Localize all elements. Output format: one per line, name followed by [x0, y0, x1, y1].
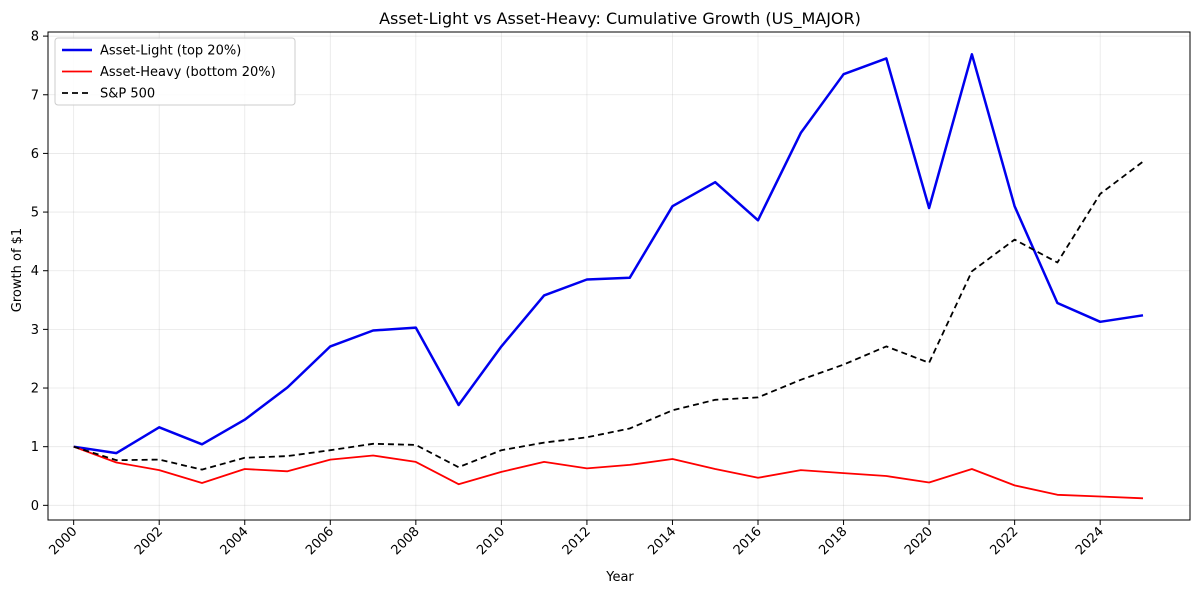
- y-tick-label: 7: [31, 88, 39, 103]
- series-layer: [73, 53, 1144, 500]
- chart-title: Asset-Light vs Asset-Heavy: Cumulative G…: [379, 9, 861, 29]
- x-tick-label: 2008: [389, 524, 423, 558]
- grid: [48, 32, 1190, 520]
- legend-entry: Asset-Light (top 20%): [100, 44, 241, 59]
- x-axis-ticks: 2000 2002 2004 2006 2008 2010 2012 2014 2016 2018…: [46, 520, 1107, 558]
- x-tick-label: 2024: [1073, 524, 1107, 558]
- y-tick-label: 0: [31, 499, 39, 514]
- y-tick-label: 3: [31, 323, 39, 338]
- x-tick-label: 2016: [731, 524, 765, 558]
- x-tick-label: 2012: [560, 524, 594, 558]
- x-tick-label: 2004: [218, 524, 252, 558]
- x-axis-label: Year: [605, 570, 634, 585]
- y-tick-label: 2: [31, 382, 39, 397]
- legend-entry: Asset-Heavy (bottom 20%): [100, 65, 276, 80]
- y-tick-label: 4: [31, 264, 39, 279]
- x-tick-label: 2006: [303, 524, 337, 558]
- plot-frame: [47, 31, 1191, 521]
- series-line-1: [73, 53, 1144, 455]
- x-tick-label: 2002: [132, 524, 166, 558]
- y-axis-ticks: 0 1 2 3 4 5 6 7 8: [31, 30, 48, 514]
- legend-entry: S&P 500: [100, 87, 155, 102]
- series-line-3: [73, 160, 1144, 471]
- y-tick-label: 5: [31, 206, 39, 221]
- legend-box: [54, 37, 296, 106]
- y-tick-label: 6: [31, 147, 39, 162]
- series-line-2: [73, 445, 1144, 500]
- x-tick-label: 2000: [46, 524, 80, 558]
- y-tick-label: 1: [31, 440, 39, 455]
- x-tick-label: 2020: [902, 524, 936, 558]
- y-axis-label: Growth of $1: [10, 228, 25, 312]
- x-tick-label: 2014: [645, 524, 679, 558]
- x-tick-label: 2022: [987, 524, 1021, 558]
- x-tick-label: 2010: [474, 524, 508, 558]
- y-tick-label: 8: [31, 30, 39, 45]
- legend: Asset-Light (top 20%) Asset-Heavy (bottom…: [54, 37, 296, 106]
- x-tick-label: 2018: [816, 524, 850, 558]
